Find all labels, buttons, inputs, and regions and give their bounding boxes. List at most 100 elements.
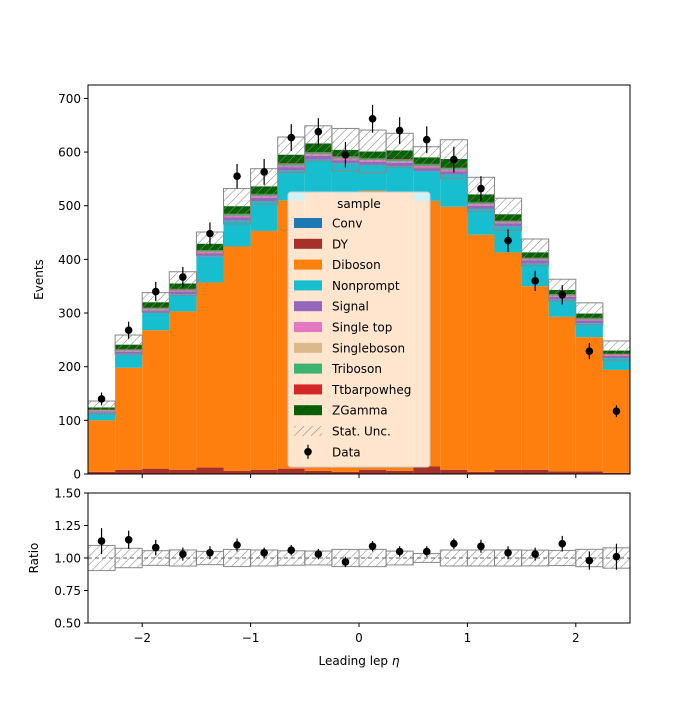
bar-diboson-16 (521, 286, 549, 470)
bar-dy-0 (88, 471, 116, 474)
legend-swatch-0 (294, 218, 322, 228)
bar-diboson-13 (440, 206, 468, 470)
legend-entry-ttbarpowheg: Ttbarpowheg (294, 383, 411, 397)
main-y-tick-label-1: 100 (58, 414, 81, 428)
bar-nonprompt-14 (467, 208, 495, 235)
legend-label-10: Stat. Unc. (332, 425, 391, 439)
series-dy (88, 466, 630, 474)
legend-swatch-9 (294, 405, 322, 416)
main-y-tick-label-3: 300 (58, 307, 81, 321)
bar-dy-2 (142, 468, 170, 474)
bar-dy-1 (115, 469, 143, 474)
legend-entry-data: Data (304, 444, 361, 459)
ratio-point-14 (477, 542, 485, 551)
main-y-tick-label-7: 700 (58, 92, 81, 106)
x-tick-label-2: 0 (355, 631, 363, 645)
legend-swatch-2 (294, 259, 322, 270)
ratio-y-tick-label-4: 1.50 (54, 487, 81, 501)
bar-nonprompt-17 (548, 299, 576, 317)
bar-dy-4 (196, 467, 224, 474)
legend-swatch-7 (294, 363, 322, 374)
bar-dy-9 (331, 471, 359, 474)
data-point-11 (395, 126, 404, 135)
legend-box (287, 191, 431, 468)
bar-dy-18 (575, 471, 603, 474)
ratio-uncertainty-band (88, 544, 630, 572)
bar-diboson-14 (467, 234, 495, 472)
legend-title: sample (337, 197, 381, 211)
bar-nonprompt-8 (304, 159, 332, 192)
stat-unc-bin-18 (575, 302, 604, 325)
legend-label-0: Conv (332, 217, 362, 231)
legend-swatch-1 (294, 238, 322, 249)
bar-diboson-18 (575, 337, 603, 472)
stat-unc-bin-19 (602, 340, 630, 361)
main-x-ticks (141, 474, 577, 478)
legend-entry-triboson: Triboson (294, 362, 382, 376)
ratio-point-13 (450, 539, 458, 548)
bar-diboson-3 (169, 311, 197, 470)
main-y-tick-label-4: 400 (58, 253, 81, 267)
legend-marker-11 (304, 448, 312, 456)
data-point-4 (206, 229, 214, 238)
x-axis-label: Leading lep η (319, 654, 400, 668)
x-axis: −2 −1 0 1 2 (133, 623, 580, 645)
data-point-2 (151, 287, 160, 296)
bar-dy-15 (494, 469, 522, 474)
data-point-7 (287, 133, 296, 142)
bar-nonprompt-4 (196, 256, 224, 283)
bar-diboson-19 (602, 369, 630, 473)
data-point-3 (179, 273, 187, 281)
data-point-18 (585, 347, 594, 355)
stat-unc-bin-16 (521, 238, 550, 267)
main-y-axis-label: Events (32, 259, 46, 300)
ratio-y-tick-label-3: 1.25 (54, 519, 81, 533)
legend-entries: Conv DY Diboson Nonprompt Signal Single top Si… (294, 217, 411, 459)
legend-swatch-6 (294, 342, 322, 353)
data-point-5 (233, 172, 241, 181)
bar-nonprompt-13 (440, 174, 468, 207)
legend-swatch-10 (294, 426, 322, 436)
stat-unc-bin-5 (223, 188, 252, 225)
main-y-tick-label-5: 500 (58, 199, 81, 213)
legend-entry-dy: DY (294, 237, 349, 251)
data-point-13 (450, 155, 458, 164)
ratio-point-12 (422, 547, 431, 556)
bar-dy-3 (169, 469, 197, 474)
x-tick-label-1: −1 (242, 631, 260, 645)
ratio-point-19 (612, 552, 621, 561)
legend-swatch-4 (294, 301, 322, 312)
bar-nonprompt-2 (142, 313, 170, 331)
legend-entry-stat-unc-: Stat. Unc. (294, 425, 391, 439)
bar-nonprompt-6 (250, 201, 278, 231)
legend-label-11: Data (332, 445, 361, 459)
data-point-10 (368, 115, 377, 123)
main-y-tick-label-6: 600 (58, 146, 81, 160)
legend-label-7: Triboson (331, 362, 382, 376)
legend-entry-single-top: Single top (294, 321, 392, 335)
x-axis-label-symbol: η (392, 654, 400, 668)
ratio-point-7 (287, 546, 296, 554)
bar-dy-16 (521, 469, 549, 474)
x-tick-label-3: 1 (464, 631, 472, 645)
data-points (97, 104, 621, 418)
legend-entry-nonprompt: Nonprompt (294, 279, 400, 293)
bar-signal-12 (413, 167, 441, 172)
bar-dy-14 (467, 471, 495, 474)
bar-dy-13 (440, 469, 468, 474)
data-point-14 (477, 184, 485, 193)
ratio-y-axis: 0.50 0.75 1.00 1.25 1.50 (54, 487, 88, 631)
bar-dy-12 (413, 466, 441, 474)
x-tick-label-4: 2 (572, 631, 580, 645)
legend-label-6: Singleboson (332, 341, 405, 355)
bar-diboson-0 (88, 420, 116, 472)
ratio-point-2 (151, 543, 160, 552)
series-nonprompt (88, 159, 630, 421)
ratio-plot-area (88, 528, 630, 572)
stat-unc-bin-10 (358, 129, 387, 174)
ratio-y-tick-label-1: 0.75 (54, 584, 81, 598)
bar-nonprompt-3 (169, 294, 197, 312)
ratio-point-17 (558, 539, 567, 548)
legend: sample Conv DY Diboson Nonprompt Signal Singl… (287, 191, 431, 468)
data-point-8 (314, 127, 323, 136)
